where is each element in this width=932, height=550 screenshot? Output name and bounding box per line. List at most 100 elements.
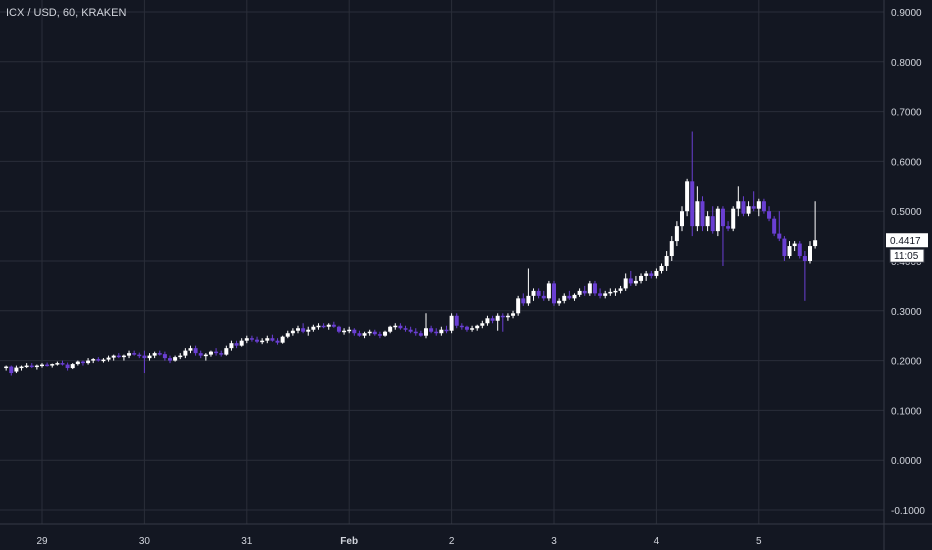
candle-body — [331, 324, 336, 327]
candle-up — [121, 354, 126, 361]
candle-body — [767, 211, 772, 219]
x-tick-label: 29 — [36, 536, 48, 547]
candle-up — [40, 363, 44, 368]
candle-up — [224, 345, 229, 356]
candle-body — [424, 328, 428, 336]
candle-up — [208, 350, 213, 357]
y-tick-label: 0.0000 — [891, 456, 922, 467]
candle-body — [505, 315, 510, 318]
candle-up — [680, 206, 684, 232]
y-tick-label: 0.8000 — [891, 58, 922, 69]
candle-body — [316, 325, 321, 328]
candle-up — [127, 350, 132, 359]
candle-up — [388, 325, 393, 334]
candle-body — [521, 298, 526, 304]
candle-body — [106, 357, 111, 360]
y-tick-label: 0.3000 — [891, 307, 922, 318]
time-axis[interactable]: 29 30 31 Feb 2 3 4 5 — [36, 536, 762, 547]
candle-body — [229, 343, 234, 349]
candle-body — [162, 354, 167, 359]
candle-body — [383, 331, 388, 336]
candle-up — [229, 340, 234, 351]
candle-body — [24, 365, 29, 368]
candle-body — [352, 329, 357, 334]
candle-body — [485, 318, 490, 324]
candle-up — [86, 358, 91, 365]
candle-body — [541, 295, 546, 299]
candle-down — [802, 251, 807, 301]
y-tick-label: 0.2000 — [891, 357, 922, 368]
candle-body — [408, 329, 413, 332]
candle-body — [40, 364, 44, 367]
candle-body — [511, 313, 516, 316]
candle-body — [50, 364, 55, 366]
candle-down — [398, 323, 403, 330]
candle-up — [511, 310, 516, 319]
candle-up — [808, 241, 812, 264]
candle-down — [162, 351, 167, 361]
candle-up — [50, 363, 55, 368]
candle-body — [55, 363, 60, 365]
candle-down — [429, 325, 434, 334]
candle-body — [700, 201, 705, 227]
candle-body — [623, 278, 628, 289]
candle-up — [290, 328, 295, 336]
candle-body — [86, 360, 91, 364]
candle-body — [116, 355, 121, 358]
candle-up — [203, 353, 208, 361]
y-tick-label: 0.7000 — [891, 108, 922, 119]
candle-body — [680, 211, 684, 227]
candle-down — [270, 334, 275, 342]
candle-down — [408, 326, 413, 334]
candle-body — [367, 331, 372, 334]
candle-body — [741, 201, 746, 214]
candle-down — [142, 350, 147, 374]
candle-up — [731, 206, 736, 232]
candle-body — [9, 366, 14, 374]
candle-body — [168, 358, 172, 361]
x-tick-label: 30 — [139, 536, 151, 547]
candle-body — [29, 365, 34, 368]
candle-down — [198, 350, 203, 359]
candle-body — [311, 326, 316, 330]
candle-up — [505, 313, 510, 321]
candle-down — [45, 362, 50, 367]
candle-body — [726, 226, 731, 229]
candle-up — [260, 338, 265, 345]
candle-body — [198, 353, 203, 356]
countdown-badge-bg — [889, 248, 925, 263]
candle-body — [418, 333, 423, 336]
candle-body — [669, 241, 674, 257]
candle-body — [14, 367, 19, 372]
candle-down — [598, 288, 603, 299]
countdown-value: 11:05 — [894, 251, 919, 262]
candle-body — [203, 354, 208, 357]
candle-body — [603, 293, 608, 296]
candle-body — [132, 353, 137, 355]
candle-up — [19, 365, 24, 371]
candle-down — [301, 323, 306, 334]
candle-up — [55, 361, 60, 366]
candle-down — [168, 355, 172, 364]
candle-body — [674, 226, 679, 242]
candle-down — [628, 270, 633, 286]
candle-body — [234, 343, 239, 346]
candle-up — [188, 345, 193, 354]
last-price-badge-bg — [886, 233, 928, 248]
candle-up — [362, 331, 367, 339]
candle-down — [157, 350, 162, 356]
candle-up — [75, 360, 80, 366]
candle-body — [613, 290, 618, 293]
candle-up — [326, 323, 331, 330]
candle-body — [326, 324, 331, 327]
candle-down — [137, 352, 142, 359]
candle-body — [45, 364, 50, 367]
candle-body — [536, 290, 541, 296]
candle-down — [459, 323, 464, 330]
candle-up — [659, 263, 664, 274]
candle-body — [214, 351, 219, 354]
candle-body — [142, 355, 147, 359]
candle-up — [746, 201, 751, 217]
candle-up — [813, 201, 818, 249]
candle-up — [516, 295, 521, 316]
